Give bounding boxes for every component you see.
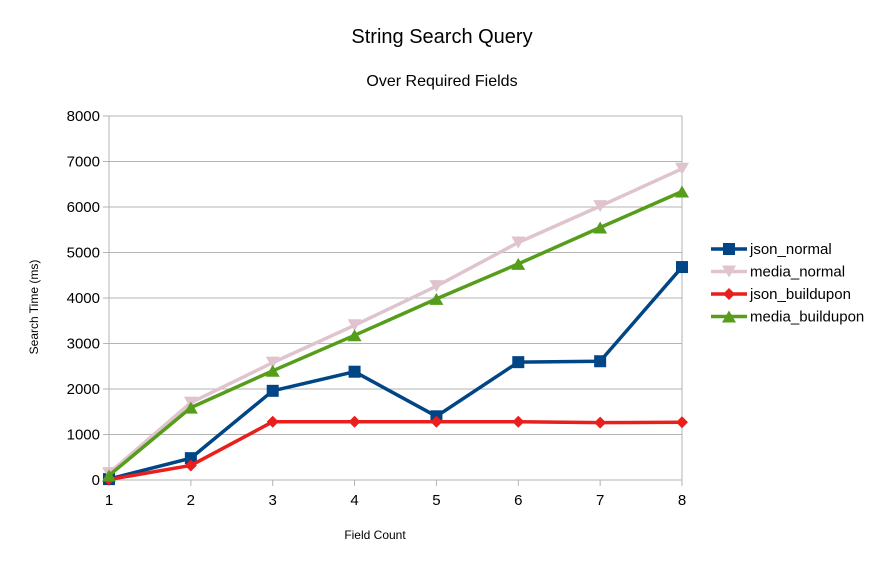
data-point (594, 416, 607, 429)
data-point (266, 415, 279, 428)
series-json_normal (103, 261, 688, 486)
y-tick-label: 1000 (67, 427, 100, 444)
chart-subtitle: Over Required Fields (366, 73, 517, 90)
legend-swatch-marker (722, 310, 736, 323)
data-point (675, 162, 689, 175)
legend-item-media_buildupon: media_buildupon (711, 309, 864, 326)
data-point (676, 261, 688, 274)
series-json_buildupon (103, 415, 688, 486)
x-tick-label: 4 (350, 492, 358, 509)
y-tick-labels: 0 1000 2000 3000 4000 5000 6000 7000 8000 (67, 108, 100, 489)
data-point (265, 356, 280, 369)
data-point (593, 221, 608, 234)
y-tick-label: 6000 (67, 199, 100, 216)
data-point (347, 329, 362, 342)
data-point (183, 401, 198, 414)
legend-swatch-marker (722, 265, 736, 278)
y-tick-label: 2000 (67, 381, 100, 398)
x-tick-label: 1 (105, 492, 113, 509)
y-tick-label: 7000 (67, 154, 100, 171)
data-point (265, 364, 280, 377)
data-point (594, 355, 607, 368)
y-tick-label: 3000 (67, 336, 100, 353)
series-media_buildupon (102, 185, 689, 482)
series-line (107, 189, 683, 477)
data-point (512, 356, 525, 369)
legend-item-json_normal: json_normal (711, 241, 832, 258)
data-point (266, 384, 279, 397)
x-tick-label: 3 (269, 492, 277, 509)
series-line (108, 265, 684, 481)
data-point (511, 257, 526, 270)
data-point (184, 459, 197, 472)
series (102, 162, 689, 486)
series-line (108, 420, 683, 482)
data-point (348, 365, 361, 378)
legend-label: media_normal (750, 264, 845, 281)
data-point (676, 416, 688, 429)
data-point (429, 280, 444, 293)
y-tick-label: 8000 (67, 108, 100, 125)
x-axis-title: Field Count (344, 528, 406, 542)
y-tick-label: 4000 (67, 290, 100, 307)
data-point (593, 200, 608, 213)
y-tick-label: 5000 (67, 245, 100, 262)
legend-item-media_normal: media_normal (711, 264, 845, 281)
legend-swatch-marker (723, 243, 735, 255)
x-tick-labels: 1 2 3 4 5 6 7 8 (105, 492, 686, 509)
x-tick-label: 7 (596, 492, 604, 509)
data-point (512, 415, 525, 428)
series-media_normal (102, 162, 689, 480)
y-tick-label: 0 (92, 472, 100, 489)
data-point (184, 452, 197, 465)
data-point (348, 415, 361, 428)
legend: json_normal media_normal json_builduponmed… (711, 241, 864, 326)
y-axis-title: Search Time (ms) (27, 260, 41, 355)
axes (103, 115, 683, 486)
x-tick-label: 6 (514, 492, 522, 509)
legend-item-json_buildupon: json_buildupon (711, 286, 851, 303)
x-tick-label: 2 (187, 492, 195, 509)
data-point (102, 469, 116, 482)
series-line (107, 167, 683, 475)
legend-label: json_normal (749, 241, 832, 258)
legend-swatch-marker (723, 288, 735, 300)
data-point (347, 319, 362, 332)
legend-label: json_buildupon (749, 286, 851, 303)
grid (109, 115, 682, 481)
data-point (430, 415, 443, 428)
data-point (429, 292, 444, 305)
chart-title: String Search Query (351, 26, 532, 48)
x-tick-label: 8 (678, 492, 686, 509)
data-point (675, 185, 689, 198)
data-point (511, 236, 526, 249)
legend-label: media_buildupon (750, 309, 864, 326)
x-tick-label: 5 (432, 492, 440, 509)
